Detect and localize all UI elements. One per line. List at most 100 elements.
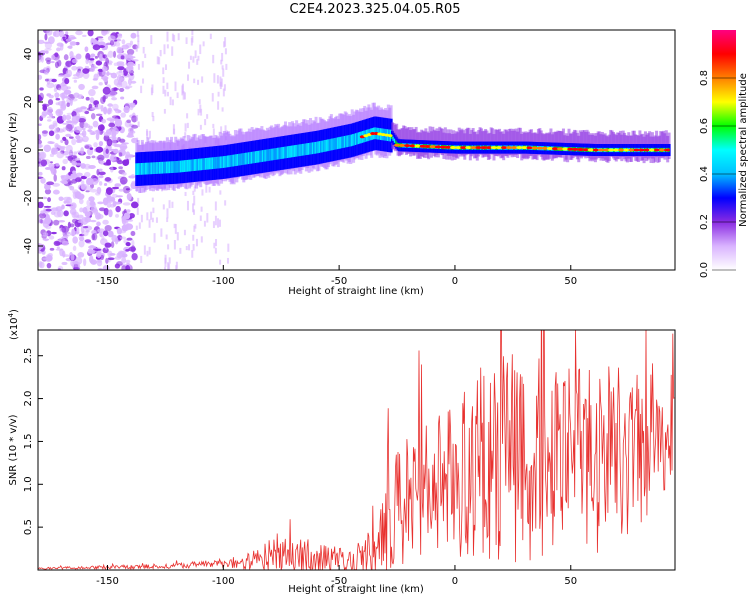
heatmap-cell: [105, 187, 113, 195]
heatmap-cell: [664, 148, 671, 152]
heatmap-cell: [107, 35, 116, 42]
heatmap-cell: [156, 56, 159, 65]
heatmap-cell: [253, 151, 256, 164]
heatmap-cell: [57, 74, 65, 78]
heatmap-cell: [183, 92, 186, 100]
heatmap-cell: [84, 145, 90, 149]
heatmap-cell: [103, 131, 111, 137]
heatmap-cell: [151, 84, 154, 94]
heatmap-cell: [38, 74, 43, 80]
heatmap-cell: [107, 230, 114, 238]
heatmap-cell: [38, 96, 43, 102]
heatmap-cell: [125, 85, 133, 89]
heatmap-cell: [75, 41, 80, 46]
heatmap-cell: [168, 263, 171, 270]
heatmap-cell: [60, 175, 65, 179]
heatmap-cell: [347, 135, 350, 147]
snr-frame: [37, 329, 676, 571]
heatmap-cell: [212, 123, 215, 129]
heatmap-cell: [152, 115, 155, 122]
heatmap-cell: [198, 99, 201, 105]
heatmap-cell: [140, 163, 143, 175]
heatmap-cell: [53, 240, 61, 247]
heatmap-cell: [557, 147, 564, 151]
heatmap-cell: [104, 224, 112, 232]
heatmap-cell: [85, 58, 89, 65]
heatmap-cell: [159, 49, 162, 57]
heatmap-cell: [165, 234, 168, 240]
heatmap-cell: [129, 40, 134, 46]
heatmap-cell: [151, 111, 154, 117]
heatmap-cell: [138, 222, 141, 229]
heatmap-cell: [470, 146, 477, 150]
heatmap-cell: [295, 144, 298, 157]
heatmap-cell: [495, 146, 502, 150]
heatmap-cell: [264, 149, 267, 162]
heatmap-cell: [215, 156, 218, 169]
heatmap-cell: [114, 183, 121, 187]
heatmap-cell: [84, 171, 91, 178]
heatmap-cell: [223, 84, 226, 91]
heatmap-cell: [181, 160, 184, 173]
heatmap-cell: [268, 149, 271, 161]
heatmap-cell: [89, 188, 98, 193]
heatmap-cell: [199, 158, 202, 171]
heatmap-cell: [189, 159, 192, 172]
spectrogram-y-ticks: -40 -20 0 20 40: [23, 48, 43, 254]
heatmap-cell: [107, 103, 113, 107]
heatmap-cell: [55, 98, 61, 101]
heatmap-cell: [96, 36, 104, 39]
heatmap-cell: [193, 159, 196, 171]
heatmap-cell: [89, 255, 94, 264]
heatmap-cell: [186, 159, 189, 172]
heatmap-cell: [102, 197, 109, 206]
heatmap-cell: [434, 145, 441, 149]
heatmap-cell: [137, 63, 140, 70]
heatmap-cell: [356, 132, 359, 145]
heatmap-cell: [110, 203, 115, 208]
heatmap-cell: [101, 71, 107, 76]
heatmap-cell: [243, 152, 246, 165]
heatmap-cell: [88, 89, 96, 97]
heatmap-cell: [174, 223, 177, 234]
heatmap-cell: [218, 219, 221, 227]
heatmap-cell: [56, 151, 64, 159]
heatmap-cell: [83, 123, 91, 128]
heatmap-cell: [92, 208, 99, 214]
heatmap-cell: [110, 197, 116, 202]
heatmap-cell: [115, 214, 119, 218]
heatmap-cell: [140, 255, 143, 264]
heatmap-cell: [126, 48, 135, 56]
heatmap-cell: [114, 256, 122, 260]
heatmap-cell: [186, 122, 189, 129]
heatmap-cell: [123, 105, 130, 114]
heatmap-cell: [126, 237, 133, 241]
heatmap-cell: [424, 144, 431, 148]
heatmap-cell: [56, 246, 60, 250]
heatmap-cell: [64, 139, 69, 146]
heatmap-cell: [193, 186, 196, 192]
heatmap-cell: [104, 177, 112, 182]
heatmap-cell: [112, 103, 119, 111]
heatmap-cell: [82, 68, 90, 74]
heatmap-cell: [163, 44, 166, 55]
heatmap-cell: [121, 256, 127, 264]
x-tick-label: -100: [212, 576, 235, 587]
heatmap-cell: [536, 146, 543, 150]
heatmap-cell: [114, 201, 122, 205]
heatmap-cell: [196, 59, 199, 65]
heatmap-cell: [62, 254, 70, 258]
heatmap-cell: [163, 108, 166, 114]
heatmap-cell: [56, 47, 61, 52]
heatmap-cell: [208, 186, 211, 193]
heatmap-cell: [75, 30, 83, 36]
heatmap-cell: [86, 200, 90, 206]
heatmap-cell: [394, 143, 401, 147]
heatmap-cell: [148, 130, 151, 139]
heatmap-cell: [108, 122, 116, 128]
heatmap-cell: [195, 238, 198, 247]
heatmap-cell: [444, 145, 451, 149]
heatmap-cell: [54, 127, 60, 133]
heatmap-cell: [116, 82, 123, 88]
heatmap-cell: [43, 70, 49, 75]
